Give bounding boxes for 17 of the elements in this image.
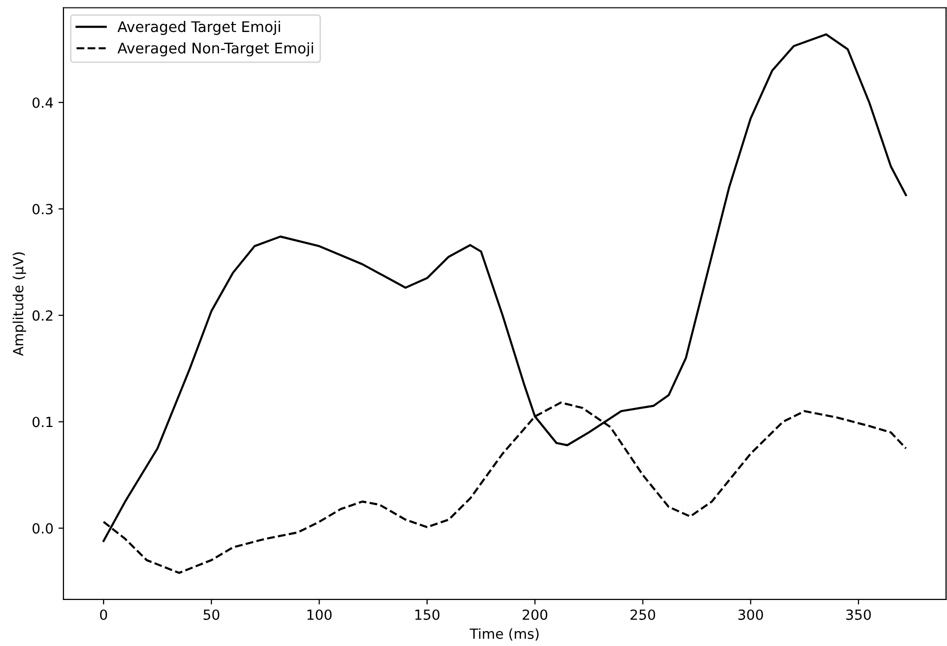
y-tick-label: 0.4 [32,97,53,108]
x-tick-label: 250 [630,609,656,620]
x-axis-title: Time (ms) [470,628,539,641]
x-tick-label: 0 [100,609,108,620]
y-axis-title: Amplitude (µV) [12,252,26,356]
y-tick-label: 0.1 [32,416,52,428]
x-tick-label: 150 [415,609,440,620]
x-tick-label: 200 [522,609,548,620]
x-tick-label: 350 [846,609,871,620]
legend-label: Averaged Non-Target Emoji [118,42,314,56]
x-tick-label: 300 [738,609,763,620]
y-tick-label: 0.0 [32,523,53,534]
x-tick-label: 100 [308,609,332,620]
y-tick-label: 0.3 [32,204,53,214]
legend-label: Averaged Target Emoji [118,20,280,35]
x-tick-label: 50 [204,609,220,620]
y-tick-label: 0.2 [32,310,52,321]
